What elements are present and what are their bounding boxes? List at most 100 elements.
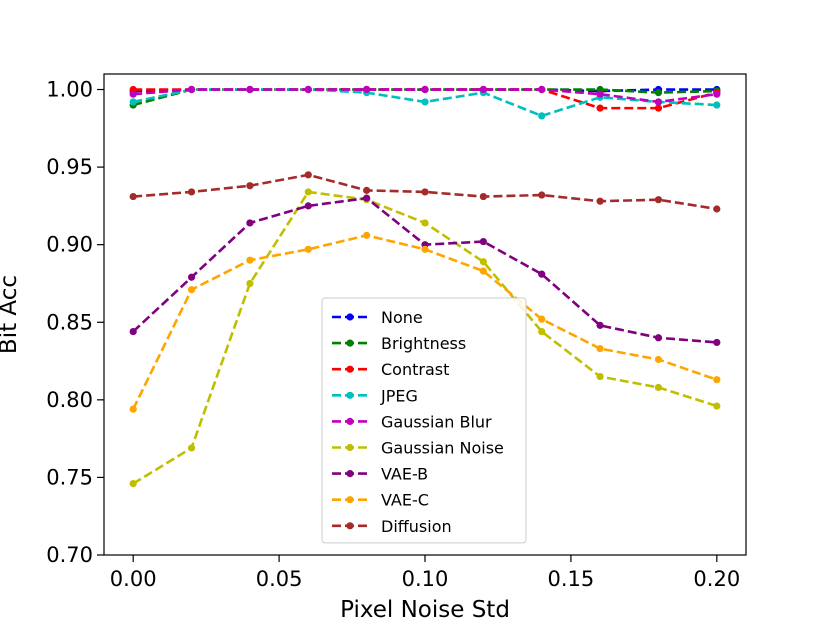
data-point [187, 444, 196, 452]
data-point [363, 231, 371, 239]
x-tick-label: 0.20 [693, 567, 740, 591]
legend-marker [346, 470, 354, 478]
data-point [421, 188, 429, 196]
legend-label: JPEG [380, 386, 418, 405]
data-point [246, 279, 254, 288]
legend-marker [346, 365, 354, 373]
data-point [654, 334, 663, 342]
y-tick-label: 1.00 [46, 78, 93, 102]
data-point [421, 98, 429, 106]
data-point [654, 98, 663, 106]
legend-marker [346, 496, 354, 504]
data-point [654, 104, 663, 112]
data-point [129, 98, 137, 106]
y-tick-label: 0.95 [46, 155, 93, 179]
data-point [538, 315, 546, 323]
data-point [129, 327, 137, 336]
legend-item: None [332, 308, 423, 327]
data-point [421, 245, 429, 253]
data-point [363, 85, 371, 94]
data-point [654, 355, 663, 364]
legend-item: Gaussian Noise [332, 439, 504, 458]
legend-label: Contrast [381, 360, 449, 379]
data-point [246, 85, 254, 94]
axes-ticks: 0.00 0.05 0.10 0.15 0.20 0.70 0.75 0.80 0.85 0.90… [46, 78, 740, 591]
legend-item: Gaussian Blur [332, 412, 492, 431]
x-tick-label: 0.00 [110, 567, 157, 591]
data-point [538, 112, 546, 120]
data-point [654, 196, 663, 204]
legend-box [321, 297, 527, 544]
series-line [133, 173, 718, 211]
series-vae-c [129, 231, 721, 413]
legend-marker [346, 313, 354, 321]
series-gaussian-blur [129, 85, 721, 106]
data-point [713, 402, 721, 410]
series-layer [129, 85, 721, 488]
data-point [304, 85, 312, 94]
y-tick-label: 0.90 [46, 233, 93, 257]
legend-marker [346, 522, 354, 530]
data-point [479, 267, 487, 275]
legend-marker [346, 417, 354, 425]
legend-item: Contrast [332, 360, 449, 379]
y-tick-label: 0.80 [46, 388, 93, 412]
x-tick-label: 0.10 [402, 567, 449, 591]
series-vae-b [129, 194, 721, 347]
data-point [713, 205, 721, 213]
y-tick-label: 0.75 [46, 465, 93, 489]
data-point [304, 202, 312, 210]
legend-marker [346, 339, 354, 347]
data-point [713, 376, 721, 384]
y-axis-label: Bit Acc [0, 275, 22, 354]
legend-label: VAE-C [381, 491, 429, 510]
legend-label: None [381, 308, 423, 327]
data-point [596, 90, 604, 98]
data-point [246, 219, 254, 227]
x-tick-label: 0.05 [256, 567, 303, 591]
data-point [713, 338, 721, 347]
data-point [596, 104, 604, 112]
series-diffusion [129, 171, 721, 213]
legend-item: VAE-B [332, 465, 428, 484]
legend-item: Diffusion [332, 517, 452, 536]
data-point [246, 256, 254, 264]
legend-label: Brightness [381, 334, 466, 353]
data-point [479, 85, 487, 94]
x-tick-label: 0.15 [548, 567, 595, 591]
data-point [713, 90, 721, 98]
data-point [187, 188, 196, 196]
data-point [421, 219, 429, 227]
data-point [129, 480, 137, 488]
data-point [654, 383, 663, 392]
x-axis-label: Pixel Noise Std [340, 597, 510, 623]
legend-marker [346, 443, 354, 452]
data-point [304, 188, 312, 196]
data-point [479, 237, 487, 246]
data-point [538, 85, 546, 94]
data-point [654, 89, 663, 97]
data-point [363, 194, 371, 202]
data-point [596, 197, 604, 205]
y-tick-label: 0.70 [46, 543, 93, 567]
data-point [129, 405, 137, 413]
data-point [421, 85, 429, 94]
data-point [596, 345, 604, 353]
legend-label: Gaussian Blur [381, 412, 492, 431]
legend: None Brightness Contrast JPEG Gaussian Blur G… [321, 297, 527, 544]
data-point [538, 327, 546, 336]
legend-marker [346, 391, 354, 399]
data-point [129, 192, 137, 201]
y-tick-label: 0.85 [46, 310, 93, 334]
data-point [129, 90, 137, 98]
data-point [246, 182, 254, 190]
data-point [596, 372, 604, 381]
data-point [479, 258, 487, 266]
legend-label: Gaussian Noise [381, 439, 504, 458]
data-point [479, 192, 487, 201]
legend-item: JPEG [332, 386, 418, 405]
data-point [538, 191, 546, 199]
legend-label: VAE-B [381, 465, 428, 484]
